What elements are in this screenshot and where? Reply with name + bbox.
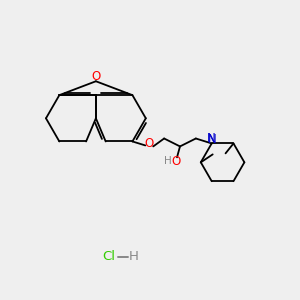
Text: N: N bbox=[208, 133, 217, 146]
Text: N: N bbox=[207, 132, 216, 145]
Text: O: O bbox=[145, 137, 154, 150]
Text: O: O bbox=[91, 70, 101, 83]
Text: H: H bbox=[129, 250, 139, 263]
Text: Cl: Cl bbox=[102, 250, 115, 263]
Text: H: H bbox=[164, 156, 172, 166]
Text: O: O bbox=[171, 155, 181, 168]
